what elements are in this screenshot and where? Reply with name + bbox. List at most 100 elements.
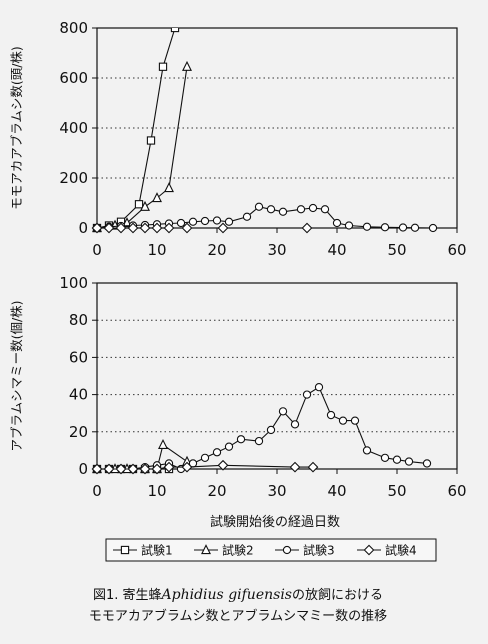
data-point <box>103 463 115 475</box>
data-point <box>139 463 151 475</box>
data-point <box>217 459 229 471</box>
data-point <box>224 217 234 226</box>
data-point <box>278 407 288 416</box>
data-point <box>380 223 390 232</box>
x-tick-label: 30 <box>267 241 286 259</box>
series-3 <box>92 383 432 474</box>
y-tick-label: 0 <box>78 460 88 478</box>
data-point <box>115 222 127 234</box>
data-point <box>134 200 144 209</box>
y-axis-label: アブラムシマミー数(個/株) <box>9 300 24 451</box>
data-point <box>362 446 372 455</box>
caption: 図1. 寄生蜂Aphidius gifuensisの放飼における モモアカアブラ… <box>89 587 387 624</box>
y-tick-label: 80 <box>69 311 88 329</box>
data-point <box>158 438 168 449</box>
legend-label: 試験4 <box>385 543 417 558</box>
data-point <box>422 459 432 468</box>
data-point <box>338 416 348 425</box>
y-tick-label: 600 <box>59 69 88 87</box>
data-point <box>164 182 174 193</box>
data-point <box>392 455 402 464</box>
data-point <box>146 136 156 145</box>
legend-item: 試験4 <box>357 543 417 558</box>
x-tick-label: 40 <box>327 241 346 259</box>
x-tick-label: 40 <box>327 482 346 500</box>
data-point <box>127 463 139 475</box>
series-4 <box>91 459 319 475</box>
data-point <box>182 60 192 71</box>
data-point <box>91 463 103 475</box>
y-tick-label: 60 <box>69 348 88 366</box>
data-point <box>91 222 103 234</box>
x-tick-label: 60 <box>447 482 466 500</box>
data-point <box>224 442 234 451</box>
legend-marker <box>120 545 130 555</box>
data-point <box>278 207 288 216</box>
legend-frame <box>105 538 437 562</box>
legend-label: 試験1 <box>141 543 173 558</box>
data-point <box>236 435 246 444</box>
data-point <box>308 203 318 213</box>
data-point <box>320 205 330 214</box>
series-4 <box>91 222 313 234</box>
data-point <box>151 463 163 475</box>
data-point <box>344 221 354 230</box>
data-point <box>410 223 420 232</box>
legend-marker <box>363 544 375 556</box>
legend-item: 試験3 <box>275 543 335 558</box>
data-point <box>139 222 151 234</box>
data-point <box>266 205 276 214</box>
data-point <box>163 461 175 473</box>
series-line <box>96 28 176 229</box>
legend: 試験1 試験2 試験3 試験4 <box>105 538 437 562</box>
x-tick-label: 10 <box>147 482 166 500</box>
chart-panel-2: 0 20 40 60 80 100 0 10 20 30 40 50 60 アブラムシマミー数(個/株) 試… <box>9 274 467 530</box>
y-tick-label: 800 <box>59 19 88 37</box>
data-point <box>296 205 306 214</box>
data-point <box>332 218 342 228</box>
data-point <box>181 461 193 473</box>
data-point <box>115 463 127 475</box>
legend-marker <box>282 545 292 555</box>
data-point <box>266 425 276 435</box>
caption-line-1: 図1. 寄生蜂Aphidius gifuensisの放飼における <box>93 587 383 603</box>
x-tick-label: 20 <box>207 241 226 259</box>
x-tick-label: 30 <box>267 482 286 500</box>
data-point <box>428 223 438 233</box>
data-point <box>152 192 162 203</box>
chart-panel-1: 0 200 400 600 800 0 10 20 30 40 50 60 モモアカアブラムシ数(頭/株… <box>9 19 467 259</box>
data-point <box>398 223 408 232</box>
data-point <box>254 436 264 446</box>
data-point <box>212 216 222 225</box>
data-point <box>380 453 390 462</box>
data-point <box>350 416 360 425</box>
y-tick-label: 200 <box>59 169 88 187</box>
data-point <box>290 420 300 429</box>
data-point <box>176 218 186 228</box>
data-point <box>103 222 115 234</box>
x-tick-label: 50 <box>387 482 406 500</box>
legend-label: 試験2 <box>222 543 254 558</box>
data-point <box>188 217 198 226</box>
x-tick-label: 10 <box>147 241 166 259</box>
y-axis-label: モモアカアブラムシ数(頭/株) <box>9 46 24 210</box>
data-point <box>314 383 324 392</box>
y-tick-label: 40 <box>69 386 88 404</box>
data-point <box>212 448 222 457</box>
data-point <box>289 461 301 473</box>
caption-line-2: モモアカアブラムシ数とアブラムシマミー数の推移 <box>89 608 387 624</box>
data-point <box>200 216 210 226</box>
legend-item: 試験2 <box>194 543 254 558</box>
data-point <box>242 212 252 221</box>
x-tick-label: 60 <box>447 241 466 259</box>
data-point <box>151 222 163 234</box>
y-tick-label: 400 <box>59 119 88 137</box>
data-point <box>181 222 193 234</box>
data-point <box>140 200 150 211</box>
data-point <box>158 62 168 71</box>
x-tick-label: 0 <box>92 241 102 259</box>
data-point <box>254 202 264 211</box>
data-point <box>301 222 313 234</box>
x-tick-label: 20 <box>207 482 226 500</box>
